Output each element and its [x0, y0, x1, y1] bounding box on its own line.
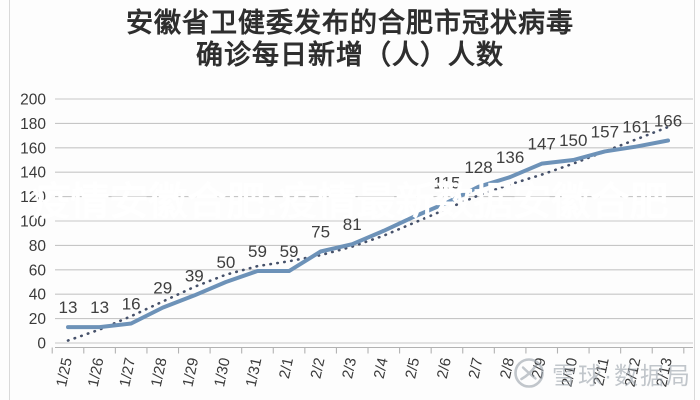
data-point-label: 59	[248, 242, 267, 261]
x-axis-tick-label: 2/4	[371, 356, 392, 380]
y-axis-tick-label: 0	[37, 336, 46, 353]
x-axis-tick-label: 2/8	[497, 356, 518, 380]
x-axis-tick-label: 2/6	[434, 356, 455, 380]
x-axis-tick-label: 1/31	[243, 356, 266, 388]
chart-title-line2: 确诊每日新增（人）人数	[196, 39, 504, 71]
y-axis-tick-label: 180	[20, 116, 46, 133]
data-point-label: 50	[216, 253, 235, 272]
data-point-label: 16	[122, 294, 141, 313]
x-axis-tick-label: 1/29	[180, 356, 203, 388]
data-point-label: 150	[559, 131, 587, 150]
watermark-text: 雪球·数据局	[552, 362, 692, 390]
image-right-border	[694, 0, 695, 400]
x-axis-tick-label: 2/1	[276, 356, 297, 380]
x-axis-tick-label: 1/28	[148, 356, 171, 388]
y-axis-tick-label: 40	[29, 287, 47, 304]
series-line-daily-new	[66, 138, 671, 330]
chart-title-line1: 安徽省卫健委发布的合肥市冠状病毒	[126, 8, 574, 39]
x-axis-tick-label: 1/27	[116, 356, 139, 388]
data-point-label: 128	[464, 158, 492, 177]
y-axis-tick-label: 160	[20, 140, 46, 157]
headline-overlay-banner: 疫情安徽合肥:疫情最新数据安徽合肥	[0, 169, 700, 229]
data-point-label: 147	[528, 135, 556, 154]
data-point-label: 161	[622, 118, 650, 137]
data-point-label: 136	[496, 148, 524, 167]
x-axis-tick-label: 2/3	[339, 356, 360, 380]
x-axis-tick-label: 2/12	[622, 356, 645, 388]
data-point-label: 39	[185, 266, 204, 285]
data-point-label: 75	[311, 223, 330, 242]
data-point-label: 13	[59, 298, 78, 317]
x-axis-tick-label: 2/10	[558, 356, 581, 388]
x-axis-tick-label: 1/26	[85, 356, 108, 388]
y-axis-tick-label: 140	[20, 165, 46, 182]
data-point-label: 115	[433, 174, 460, 193]
y-axis-tick-label: 60	[29, 262, 47, 279]
x-axis-tick-label: 2/7	[465, 356, 486, 380]
x-axis-tick-label: 2/5	[402, 356, 423, 380]
data-point-label: 59	[280, 242, 299, 261]
watermark: 雪球·数据局	[512, 352, 700, 394]
x-axis-tick-label: 2/13	[653, 356, 676, 388]
y-axis-tick-label: 20	[29, 311, 47, 328]
y-axis-tick-label: 80	[29, 238, 47, 255]
x-axis-tick-label: 1/25	[53, 356, 76, 388]
x-axis-tick-label: 2/2	[308, 356, 329, 380]
chart-title: 安徽省卫健委发布的合肥市冠状病毒 确诊每日新增（人）人数	[0, 8, 700, 72]
data-point-label: 81	[343, 215, 362, 234]
data-point-label: 13	[90, 298, 109, 317]
x-axis-tick-label: 1/30	[211, 356, 234, 388]
y-axis-tick-label: 120	[20, 189, 46, 206]
data-point-label: 166	[654, 111, 682, 130]
headline-overlay-text: 疫情安徽合肥:疫情最新数据安徽合肥	[31, 181, 669, 224]
x-axis-tick-label: 2/11	[590, 356, 612, 387]
y-axis-tick-label: 100	[20, 214, 46, 231]
x-axis-tick-label: 2/9	[529, 356, 550, 380]
data-point-label: 157	[591, 122, 619, 141]
trendline-dotted	[66, 125, 670, 342]
xueqiu-logo-icon	[514, 358, 544, 388]
image-left-border	[9, 0, 10, 400]
y-axis-tick-label: 200	[20, 92, 46, 109]
data-point-label: 29	[153, 279, 172, 298]
